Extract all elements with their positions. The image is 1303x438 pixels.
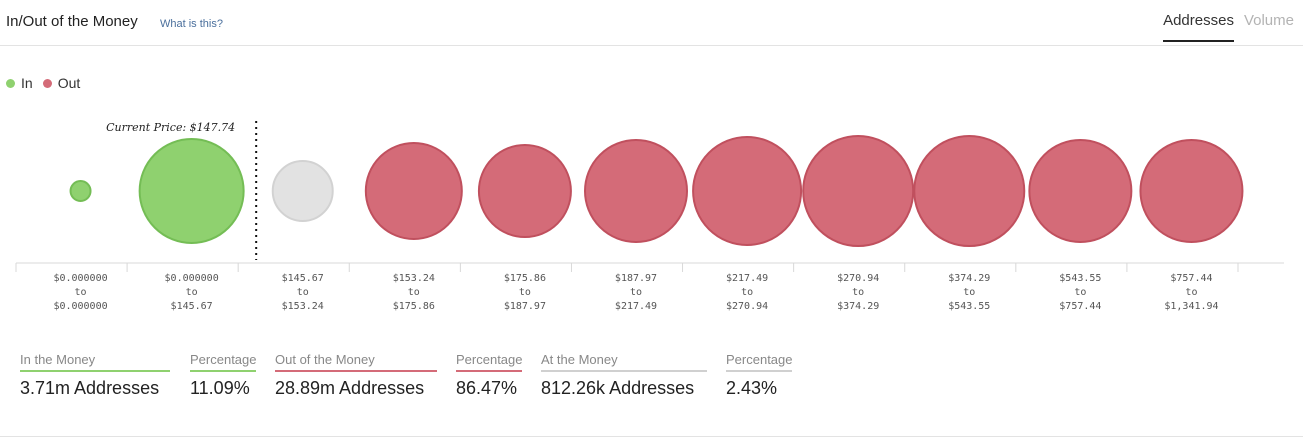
bucket-to-word: to bbox=[297, 287, 309, 298]
stat-out-percentage-value: 86.47% bbox=[456, 378, 518, 398]
stat-at-percentage: Percentage 2.43% bbox=[726, 352, 793, 399]
bucket-to-label: $543.55 bbox=[948, 301, 990, 312]
bubble-out[interactable] bbox=[477, 144, 572, 238]
bucket-to-label: $175.86 bbox=[393, 301, 435, 312]
legend-out-label: Out bbox=[57, 75, 81, 91]
stat-in-the-money-label: In the Money bbox=[20, 352, 170, 372]
bubbles-group bbox=[69, 135, 1244, 247]
stat-out-of-the-money: Out of the Money 28.89m Addresses bbox=[275, 352, 437, 399]
bucket-to-label: $374.29 bbox=[837, 301, 879, 312]
bucket-to-word: to bbox=[630, 287, 642, 298]
bucket-to-word: to bbox=[963, 287, 975, 298]
bucket-to-word: to bbox=[408, 287, 420, 298]
chart-legend: In Out bbox=[6, 75, 90, 91]
stat-in-percentage: Percentage 11.09% bbox=[190, 352, 257, 399]
bubble-out[interactable] bbox=[364, 142, 463, 240]
bucket-from-label: $175.86 bbox=[504, 273, 546, 284]
stat-in-percentage-value: 11.09% bbox=[190, 378, 250, 398]
bucket-to-word: to bbox=[852, 287, 864, 298]
bucket-to-label: $187.97 bbox=[504, 301, 546, 312]
stat-at-percentage-value: 2.43% bbox=[726, 378, 778, 398]
bubble-out[interactable] bbox=[802, 135, 915, 247]
stat-in-the-money: In the Money 3.71m Addresses bbox=[20, 352, 170, 399]
stat-at-percentage-label: Percentage bbox=[726, 352, 793, 372]
stat-out-percentage-label: Percentage bbox=[456, 352, 523, 372]
stat-out-percentage: Percentage 86.47% bbox=[456, 352, 523, 399]
current-price-label: Current Price: $147.74 bbox=[106, 121, 235, 134]
tab-volume[interactable]: Volume bbox=[1243, 12, 1294, 29]
bucket-from-label: $0.000000 bbox=[53, 273, 107, 284]
stat-at-the-money: At the Money 812.26k Addresses bbox=[541, 352, 707, 399]
stat-out-of-the-money-label: Out of the Money bbox=[275, 352, 437, 372]
bucket-from-label: $145.67 bbox=[282, 273, 324, 284]
bucket-to-label: $1,341.94 bbox=[1164, 301, 1218, 312]
legend-in-dot-icon bbox=[6, 78, 15, 88]
bubble-out[interactable] bbox=[1139, 139, 1244, 243]
bucket-to-label: $757.44 bbox=[1059, 301, 1101, 312]
legend-in-label: In bbox=[21, 75, 33, 91]
bucket-from-label: $543.55 bbox=[1059, 273, 1101, 284]
bubble-at[interactable] bbox=[271, 160, 334, 222]
bucket-from-label: $187.97 bbox=[615, 273, 657, 284]
tab-addresses[interactable]: Addresses bbox=[1163, 12, 1234, 42]
bubble-out[interactable] bbox=[584, 139, 688, 243]
stat-in-the-money-value: 3.71m Addresses bbox=[20, 378, 160, 398]
what-is-this-link[interactable]: What is this? bbox=[160, 18, 223, 30]
bucket-to-label: $270.94 bbox=[726, 301, 768, 312]
bubble-out[interactable] bbox=[913, 135, 1026, 247]
bucket-from-label: $217.49 bbox=[726, 273, 768, 284]
stat-at-the-money-value: 812.26k Addresses bbox=[541, 378, 695, 398]
bucket-to-label: $0.000000 bbox=[53, 301, 107, 312]
bucket-from-label: $270.94 bbox=[837, 273, 879, 284]
bubble-in[interactable] bbox=[138, 138, 245, 244]
bucket-from-label: $153.24 bbox=[393, 273, 435, 284]
bucket-to-word: to bbox=[186, 287, 198, 298]
bubble-out[interactable] bbox=[1028, 139, 1133, 243]
bubble-chart: $0.000000 to $0.000000 $0.000000 to $145.67 $1… bbox=[15, 121, 1284, 312]
widget-header: In/Out of the Money What is this? Addres… bbox=[0, 0, 1303, 46]
stat-at-the-money-label: At the Money bbox=[541, 352, 707, 372]
bucket-to-word: to bbox=[1074, 287, 1086, 298]
bucket-from-label: $374.29 bbox=[948, 273, 990, 284]
bucket-ticks bbox=[15, 263, 1239, 272]
legend-item-out[interactable]: Out bbox=[42, 75, 81, 91]
bucket-to-word: to bbox=[741, 287, 753, 298]
bucket-to-word: to bbox=[519, 287, 531, 298]
bucket-from-label: $757.44 bbox=[1170, 273, 1212, 284]
bucket-from-label: $0.000000 bbox=[165, 273, 219, 284]
legend-item-in[interactable]: In bbox=[6, 75, 33, 91]
footer-divider bbox=[0, 436, 1303, 437]
stat-out-of-the-money-value: 28.89m Addresses bbox=[275, 378, 425, 398]
legend-out-dot-icon bbox=[42, 78, 52, 88]
bucket-labels: $0.000000 to $0.000000 $0.000000 to $145.67 $1… bbox=[53, 273, 1218, 312]
bubble-in[interactable] bbox=[69, 180, 92, 202]
bucket-to-label: $153.24 bbox=[282, 301, 324, 312]
bucket-to-word: to bbox=[75, 287, 87, 298]
stat-in-percentage-label: Percentage bbox=[190, 352, 257, 372]
bucket-to-label: $217.49 bbox=[615, 301, 657, 312]
view-tabs: Addresses Volume bbox=[1163, 12, 1294, 42]
widget-title: In/Out of the Money bbox=[6, 13, 138, 30]
bucket-to-label: $145.67 bbox=[171, 301, 213, 312]
bubble-out[interactable] bbox=[692, 136, 803, 246]
bucket-to-word: to bbox=[1185, 287, 1197, 298]
